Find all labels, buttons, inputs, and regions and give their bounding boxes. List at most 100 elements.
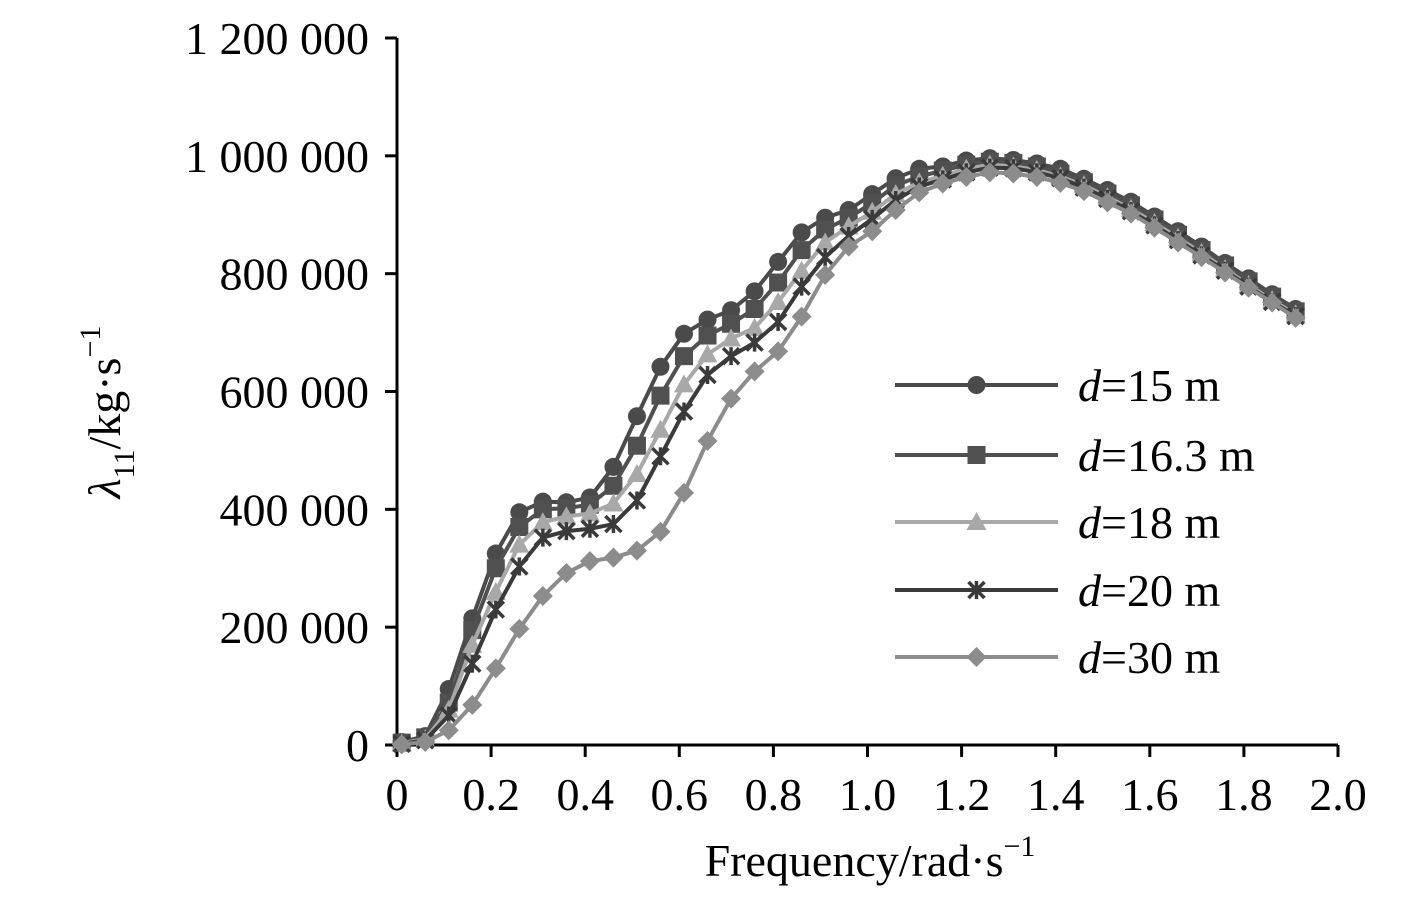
data-point	[438, 720, 459, 741]
y-tick-label: 0	[346, 720, 369, 771]
x-tick-label: 0.8	[745, 769, 803, 820]
data-point	[885, 200, 906, 221]
legend-item: d=30 m	[895, 632, 1220, 683]
data-point	[651, 386, 670, 405]
data-point	[556, 562, 577, 583]
data-point	[1168, 232, 1189, 253]
data-point	[604, 476, 623, 495]
legend-item: d=16.3 m	[895, 430, 1255, 481]
data-point	[1285, 307, 1306, 328]
x-tick-label: 1.4	[1027, 769, 1085, 820]
data-point	[579, 551, 600, 572]
data-point	[816, 220, 835, 239]
data-point	[650, 521, 671, 542]
legend-marker	[966, 647, 987, 667]
legend-marker	[966, 512, 987, 530]
data-point	[721, 328, 742, 347]
data-point	[675, 324, 694, 343]
x-tick-label: 1.6	[1121, 769, 1179, 820]
legend-marker	[967, 446, 986, 464]
data-point	[744, 317, 765, 336]
axis-labels: 0 200 000 400 000 600 000 800 000 1 000 000 1 …	[74, 13, 1367, 886]
x-tick-label: 0	[386, 769, 409, 820]
x-tick-label: 0.2	[462, 769, 520, 820]
data-point	[627, 436, 646, 455]
y-tick-label: 800 000	[220, 249, 370, 300]
data-point	[792, 277, 811, 296]
data-point	[626, 463, 647, 482]
data-point	[463, 654, 482, 673]
data-point	[1026, 167, 1047, 188]
x-tick-label: 0.4	[556, 769, 614, 820]
data-point	[651, 357, 670, 376]
y-axis-title: λ11/kg·s−1	[74, 326, 141, 501]
data-point	[604, 457, 623, 476]
data-point	[604, 514, 623, 534]
data-point	[485, 581, 506, 600]
data-point	[698, 326, 717, 345]
y-tick-label: 600 000	[220, 367, 370, 418]
data-point	[956, 167, 977, 188]
data-point	[462, 694, 483, 715]
data-point	[579, 503, 600, 522]
data-point	[815, 232, 836, 251]
data-point	[510, 518, 529, 537]
data-point	[510, 557, 529, 576]
x-tick-label: 1.8	[1215, 769, 1273, 820]
data-point	[697, 344, 718, 363]
legend-label: d=15 m	[1078, 360, 1220, 411]
data-point	[791, 260, 812, 279]
data-point	[510, 503, 529, 522]
y-tick-label: 1 000 000	[185, 131, 369, 182]
data-point	[768, 291, 789, 310]
data-point	[532, 512, 553, 531]
data-point	[626, 540, 647, 561]
data-point	[1073, 181, 1094, 202]
data-point	[1003, 163, 1024, 184]
data-point	[1191, 247, 1212, 268]
data-point	[815, 264, 836, 285]
data-point	[1050, 172, 1071, 193]
x-tick-label: 1.0	[839, 769, 897, 820]
legend-item: d=18 m	[895, 497, 1220, 548]
x-tick-label: 2.0	[1309, 769, 1367, 820]
data-point	[815, 247, 835, 267]
data-point	[650, 419, 671, 438]
data-point	[791, 306, 812, 327]
data-point	[651, 447, 670, 466]
data-point	[932, 173, 953, 194]
data-point	[557, 521, 576, 541]
data-point	[509, 534, 530, 553]
data-point	[768, 341, 789, 362]
x-axis-title: Frequency/rad·s−1	[705, 830, 1036, 886]
data-point	[556, 506, 577, 525]
data-point	[391, 734, 412, 755]
data-point	[1262, 292, 1283, 313]
data-point	[722, 314, 741, 333]
series-d=30 m	[391, 162, 1306, 755]
data-point	[532, 585, 553, 606]
legend-marker	[967, 580, 986, 600]
legend-item: d=15 m	[895, 360, 1220, 411]
data-point	[627, 491, 647, 510]
data-point	[745, 300, 764, 319]
y-tick-label: 1 200 000	[185, 13, 369, 64]
data-point	[1215, 262, 1236, 283]
data-point	[674, 374, 695, 393]
data-point	[674, 482, 695, 503]
x-tick-label: 1.2	[933, 769, 991, 820]
data-point	[979, 162, 1000, 183]
legend-label: d=18 m	[1078, 497, 1220, 548]
y-tick-label: 200 000	[220, 602, 370, 653]
data-point	[769, 252, 788, 271]
data-point	[745, 282, 764, 301]
data-point	[415, 732, 436, 753]
data-point	[722, 301, 741, 320]
data-point	[698, 365, 717, 385]
data-point	[909, 182, 930, 203]
data-point	[674, 402, 694, 421]
data-point	[533, 500, 552, 519]
data-point	[580, 519, 600, 539]
data-point	[862, 221, 883, 242]
